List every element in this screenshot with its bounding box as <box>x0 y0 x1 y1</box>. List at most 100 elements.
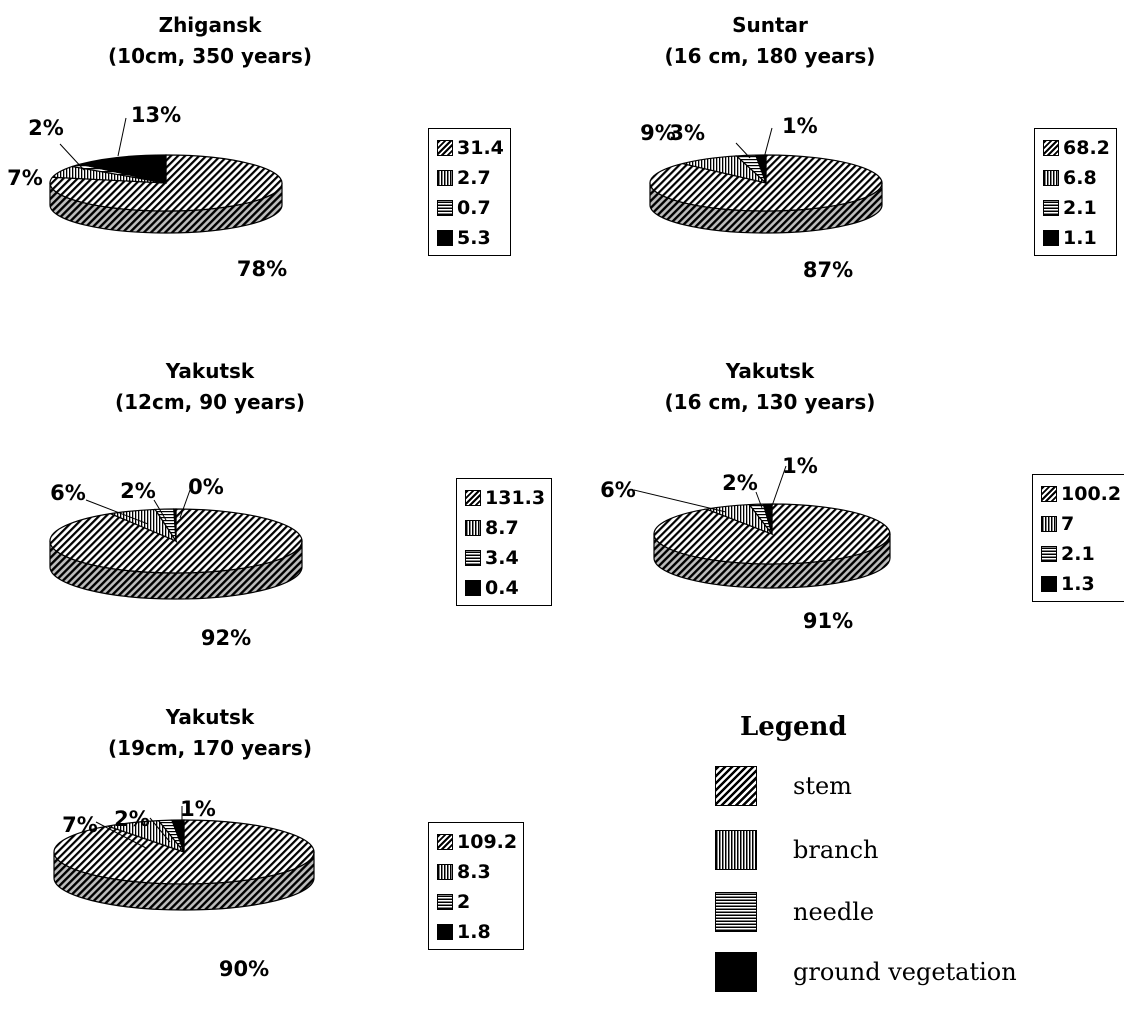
chart-title-line1: Zhigansk <box>158 13 262 37</box>
legend-item-branch: branch <box>715 828 879 872</box>
legend-item-ground-vegetation: ground vegetation <box>715 950 1017 994</box>
value-legend-row-ground-vegetation: 0.4 <box>465 573 545 603</box>
pie-chart-zhigansk: Zhigansk (10cm, 350 years) 78% 7% 2% 13% 31… <box>0 0 560 330</box>
pie-chart-yakutsk-16cm: Yakutsk (16 cm, 130 years) 91% 6% 2% 1% 100… <box>560 352 1124 682</box>
value-legend-row-branch: 7 <box>1041 509 1121 539</box>
legend-swatch <box>437 894 453 910</box>
chart-title-line1: Yakutsk <box>165 705 255 729</box>
legend-swatch <box>1041 546 1057 562</box>
pie-chart-yakutsk-12cm: Yakutsk (12cm, 90 years) 92% 6% 2% 0% 131.3… <box>0 352 560 682</box>
stem-percent-label: 91% <box>803 609 853 633</box>
value-legend: 100.2 7 2.1 1.3 <box>1032 474 1124 602</box>
stem-slice <box>653 503 891 565</box>
ground-vegetation-percent-label: 1% <box>782 114 818 138</box>
stem-percent-label: 90% <box>219 957 269 981</box>
value-legend-row-stem: 131.3 <box>465 483 545 513</box>
ground-vegetation-slice <box>754 154 767 184</box>
value-legend: 31.4 2.7 0.7 5.3 <box>428 128 511 256</box>
ground-vegetation-slice <box>762 503 773 535</box>
legend-label: needle <box>793 898 875 926</box>
ground-vegetation-percent-label: 1% <box>180 797 216 821</box>
leader-line <box>85 499 149 525</box>
value-legend: 131.3 8.7 3.4 0.4 <box>456 478 553 606</box>
branch-percent-label: 6% <box>600 478 636 502</box>
chart-title: Yakutsk (19cm, 170 years) <box>0 702 420 764</box>
value-legend-row-needle: 0.7 <box>437 193 504 223</box>
chart-title-line2: (12cm, 90 years) <box>114 390 306 414</box>
value-legend-row-needle: 2 <box>437 887 517 917</box>
leader-line <box>633 489 727 513</box>
leader-line <box>735 142 751 159</box>
needle-percent-label: 2% <box>722 471 758 495</box>
legend-label: branch <box>793 836 879 864</box>
legend-value: 1.3 <box>1061 573 1095 595</box>
legend-title: Legend <box>740 712 847 742</box>
pie-graphic: 90% 7% 2% 1% <box>53 797 315 981</box>
legend-value: 8.3 <box>457 861 491 883</box>
legend-value: 109.2 <box>457 831 518 853</box>
chart-title: Suntar (16 cm, 180 years) <box>560 10 980 72</box>
ground-vegetation-slice <box>173 508 177 542</box>
legend-swatch <box>465 580 481 596</box>
legend-value: 1.8 <box>457 921 491 943</box>
ground-vegetation-percent-label: 13% <box>131 103 181 127</box>
legend-swatch <box>1043 170 1059 186</box>
stem-percent-label: 92% <box>201 626 251 650</box>
legend-swatch <box>1041 486 1057 502</box>
legend-value: 68.2 <box>1063 137 1110 159</box>
legend-value: 2 <box>457 891 471 913</box>
legend-swatch <box>1043 200 1059 216</box>
value-legend-row-ground-vegetation: 1.3 <box>1041 569 1121 599</box>
leader-line <box>153 499 167 521</box>
legend-swatch <box>465 520 481 536</box>
main-legend: Legend stem branch needle ground vegetat… <box>715 712 1115 992</box>
legend-item-needle: needle <box>715 890 874 934</box>
value-legend-row-needle: 2.1 <box>1041 539 1121 569</box>
needle-percent-label: 2% <box>114 807 150 831</box>
legend-value: 2.1 <box>1063 197 1097 219</box>
stem-percent-label: 78% <box>237 257 287 281</box>
pie-graphic: 87% 9%3% 1% <box>640 114 883 282</box>
legend-value: 0.7 <box>457 197 491 219</box>
value-legend-row-needle: 2.1 <box>1043 193 1110 223</box>
legend-swatch <box>437 230 453 246</box>
ground-vegetation-percent-label: 0% <box>188 475 224 499</box>
legend-value: 100.2 <box>1061 483 1122 505</box>
legend-swatch <box>1041 576 1057 592</box>
legend-value: 31.4 <box>457 137 504 159</box>
legend-swatch <box>1043 230 1059 246</box>
needle-percent-label: 2% <box>120 479 156 503</box>
value-legend-row-branch: 2.7 <box>437 163 504 193</box>
legend-swatch <box>437 200 453 216</box>
chart-title: Yakutsk (12cm, 90 years) <box>0 356 420 418</box>
leader-line <box>59 143 85 171</box>
leader-line <box>95 821 147 849</box>
pie-graphic: 78% 7% 2% 13% <box>7 103 287 281</box>
legend-label: stem <box>793 772 852 800</box>
value-legend-row-branch: 6.8 <box>1043 163 1110 193</box>
legend-value: 3.4 <box>485 547 519 569</box>
chart-title-line1: Yakutsk <box>165 359 255 383</box>
value-legend-row-stem: 100.2 <box>1041 479 1121 509</box>
value-legend-row-needle: 3.4 <box>465 543 545 573</box>
ground-vegetation-swatch <box>715 952 757 992</box>
branch-percent-label: 9% <box>640 121 676 145</box>
legend-swatch <box>437 170 453 186</box>
legend-value: 8.7 <box>485 517 519 539</box>
legend-label: ground vegetation <box>793 958 1017 986</box>
value-legend-row-branch: 8.3 <box>437 857 517 887</box>
leader-line <box>149 817 171 843</box>
chart-title-line2: (19cm, 170 years) <box>108 736 312 760</box>
ground-vegetation-slice <box>80 154 167 184</box>
legend-swatch <box>437 834 453 850</box>
legend-swatch <box>465 550 481 566</box>
ground-vegetation-slice <box>171 819 185 853</box>
legend-swatch <box>1041 516 1057 532</box>
chart-title-line1: Suntar <box>732 13 808 37</box>
legend-value: 5.3 <box>457 227 491 249</box>
pie-graphic: 91% 6% 2% 1% <box>600 454 891 633</box>
branch-swatch <box>715 830 757 870</box>
value-legend: 109.2 8.3 2 1.8 <box>428 822 525 950</box>
chart-title-line1: Yakutsk <box>725 359 815 383</box>
value-legend-row-ground-vegetation: 1.1 <box>1043 223 1110 253</box>
